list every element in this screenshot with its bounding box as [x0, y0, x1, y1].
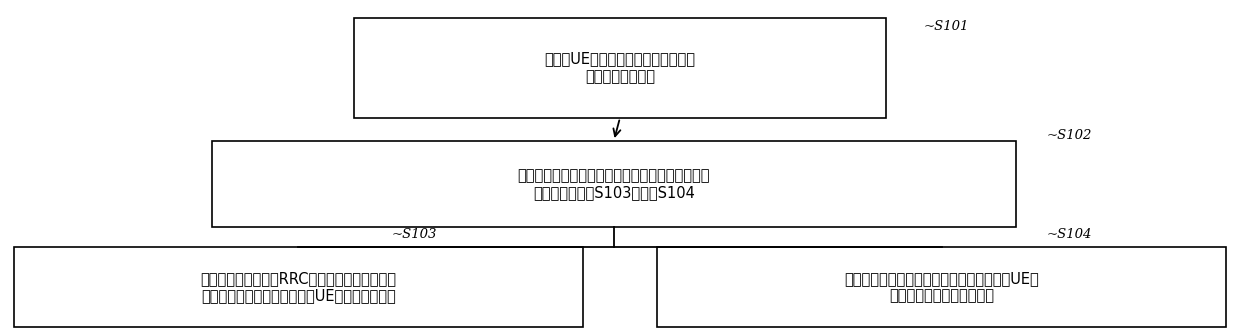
Text: 随机接入触发原因为RRC连接状态下的下行数据
到达时，保持之前确定的所述UE的位置信息不变: 随机接入触发原因为RRC连接状态下的下行数据 到达时，保持之前确定的所述UE的位…	[201, 271, 397, 303]
Bar	[212, 141, 1016, 227]
Text: ~S101: ~S101	[923, 20, 968, 33]
Text: ~S102: ~S102	[1047, 129, 1092, 142]
Bar	[14, 247, 583, 327]
Text: 本小区UE发起随机接入过程中，获取
随机接入相关信息: 本小区UE发起随机接入过程中，获取 随机接入相关信息	[544, 52, 696, 84]
Text: ~S104: ~S104	[1047, 228, 1092, 241]
Text: 随机接入触发原因为进行小区切换时，确定UE的
位置信息为：小区边缘位置: 随机接入触发原因为进行小区切换时，确定UE的 位置信息为：小区边缘位置	[844, 271, 1039, 303]
Text: ~S103: ~S103	[391, 228, 436, 241]
Text: 确定随机接入方式为非竞争随机接入方式，根据触
发原因执行步骤S103或步骤S104: 确定随机接入方式为非竞争随机接入方式，根据触 发原因执行步骤S103或步骤S10…	[517, 168, 711, 200]
Bar	[353, 18, 887, 118]
Bar	[657, 247, 1226, 327]
